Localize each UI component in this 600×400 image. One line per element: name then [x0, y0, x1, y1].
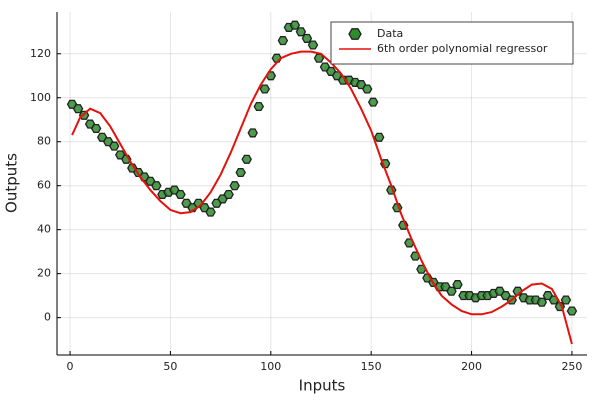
data-point: [536, 297, 548, 307]
data-point: [235, 167, 246, 178]
data-point: [307, 40, 319, 50]
data-point: [361, 84, 373, 94]
data-point: [241, 154, 252, 164]
data-point: [277, 36, 289, 46]
data-point: [223, 189, 234, 200]
data-point: [253, 101, 265, 112]
data-point: [373, 132, 385, 142]
y-tick-label: 100: [30, 91, 51, 104]
data-point: [108, 141, 120, 151]
x-tick-label: 200: [461, 360, 482, 373]
data-point: [229, 181, 240, 191]
data-point: [151, 181, 162, 191]
y-tick-label: 40: [37, 223, 51, 236]
x-axis-label: Inputs: [299, 377, 346, 395]
x-tick-label: 150: [361, 360, 382, 373]
x-tick-label: 250: [561, 360, 582, 373]
y-tick-label: 80: [37, 135, 51, 148]
data-point: [289, 20, 301, 30]
data-point: [452, 280, 463, 290]
legend-swatch: [348, 28, 362, 40]
data-point: [560, 295, 572, 305]
y-tick-label: 120: [30, 47, 51, 60]
data-point: [175, 189, 186, 200]
legend-label: 6th order polynomial regressor: [377, 42, 548, 55]
data-point: [295, 27, 307, 37]
data-point: [367, 97, 379, 107]
data-point: [446, 286, 457, 296]
data-point: [247, 128, 258, 138]
data-point: [90, 123, 102, 134]
data-point: [259, 84, 271, 94]
x-tick-label: 50: [163, 360, 177, 373]
y-tick-label: 20: [37, 267, 51, 280]
data-point: [301, 33, 313, 43]
legend-box: [330, 21, 574, 65]
regression-line: [71, 50, 573, 345]
y-axis-label: Outputs: [3, 153, 21, 213]
data-point: [566, 306, 578, 316]
y-tick-label: 60: [37, 179, 51, 192]
data-point: [205, 207, 216, 217]
y-tick-label: 0: [44, 311, 51, 324]
x-tick-label: 100: [260, 360, 281, 373]
legend-label: Data: [377, 27, 403, 40]
x-tick-label: 0: [67, 360, 74, 373]
data-point: [72, 104, 84, 114]
